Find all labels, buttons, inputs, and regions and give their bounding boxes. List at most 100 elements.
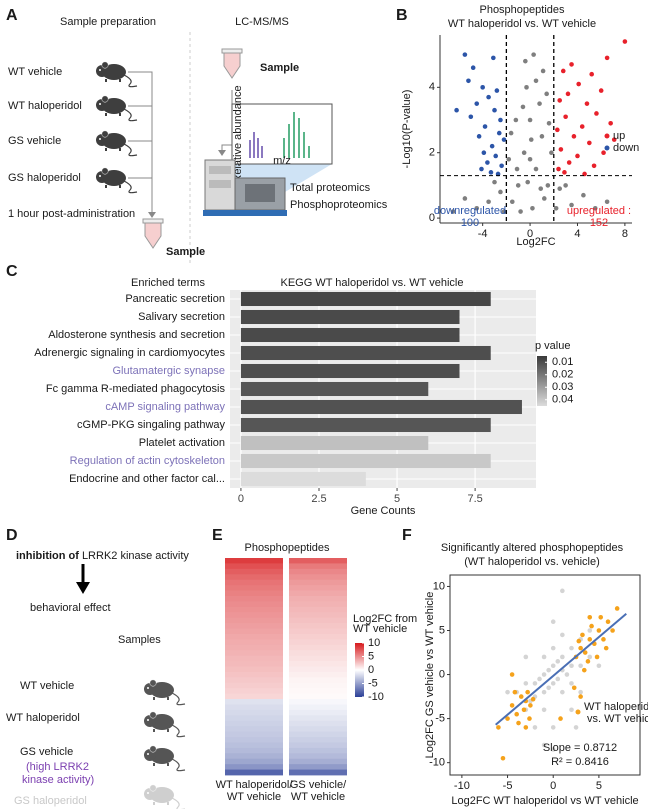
column-label: WT vehicle [291, 791, 345, 803]
point [516, 720, 521, 726]
point [509, 703, 515, 708]
point [528, 703, 533, 708]
column-label: GS vehicle/ [290, 779, 347, 791]
point [594, 111, 599, 116]
mouse-icon [96, 130, 138, 157]
heatmap-cell [225, 595, 283, 602]
heatmap-cell [225, 688, 283, 695]
point [569, 645, 574, 651]
mouse-ear [149, 745, 157, 753]
point [525, 689, 530, 695]
mouse-eye [147, 687, 149, 689]
mouse-eye [147, 792, 149, 794]
group-label: WT vehicle [8, 66, 62, 78]
point [533, 166, 539, 172]
panel-label: A [6, 7, 18, 24]
point [462, 52, 468, 57]
category-label: Adrenergic signaling in cardiomyocytes [34, 347, 225, 359]
point [508, 130, 514, 136]
legend-line: WT haloperidol [584, 701, 648, 713]
mouse-body [150, 787, 174, 803]
category-label: Platelet activation [139, 437, 225, 449]
effect-text: behavioral effect [30, 602, 111, 614]
chart-title: KEGG WT haloperidol vs. WT vehicle [281, 277, 464, 289]
heatmap-cell [225, 764, 283, 770]
group-note: kinase activity) [22, 774, 94, 786]
x-tick-label: 0 [550, 780, 556, 792]
point [546, 667, 551, 673]
group-label: WT vehicle [20, 680, 74, 692]
point [560, 654, 565, 660]
category-label: Fc gamma R-mediated phagocytosis [46, 383, 226, 395]
y-tick-label: 0 [429, 212, 435, 224]
arrowhead [76, 582, 90, 594]
x-axis-label: Log2FC WT haloperidol vs WT vehicle [451, 795, 638, 807]
point [560, 68, 566, 74]
mouse-ear [101, 61, 109, 69]
point [493, 153, 499, 159]
heading: LC-MS/MS [235, 16, 289, 28]
mouse-icon [144, 679, 186, 706]
point [596, 663, 602, 669]
legend-label: down [613, 142, 639, 154]
point [578, 645, 583, 651]
x-tick-label: 8 [622, 228, 628, 240]
point [558, 716, 563, 721]
heatmap-cell [225, 671, 283, 678]
heatmap-cell [289, 563, 347, 570]
point [557, 186, 563, 191]
point [573, 725, 579, 730]
column-label: WT haloperidol/ [216, 779, 294, 791]
heatmap-cell [289, 595, 347, 602]
mouse-icon [144, 711, 186, 738]
heatmap-cell [225, 699, 283, 705]
x-tick-label: 0 [527, 228, 533, 240]
chart-title: Phosphopeptides [479, 4, 565, 16]
point [562, 170, 567, 175]
mouse-body [102, 170, 126, 186]
heatmap-cell [289, 623, 347, 629]
point [614, 606, 620, 611]
point [575, 153, 580, 159]
legend-line: vs. WT vehicle [584, 713, 648, 725]
point [569, 707, 574, 713]
mouse-body [150, 714, 174, 730]
heatmap-cell [225, 558, 283, 564]
colorbar-label: 10 [368, 637, 380, 649]
point [550, 747, 556, 752]
point [569, 202, 574, 208]
bar [240, 309, 460, 325]
bar [240, 453, 491, 469]
heatmap-cell [225, 644, 283, 651]
bar [240, 417, 491, 433]
point [530, 696, 536, 702]
colorbar-label: 0.02 [552, 369, 573, 381]
mouse-icon [96, 167, 138, 194]
point [587, 628, 593, 633]
bar [240, 471, 366, 487]
heatmap-cell [225, 731, 283, 738]
annotation: downregulated [434, 205, 506, 217]
x-tick-label: 5 [394, 493, 400, 505]
tube-icon [142, 48, 243, 249]
heatmap-cell [289, 688, 347, 695]
heatmap-cell [289, 661, 347, 667]
heatmap-cell [225, 579, 283, 586]
y-tick-label: 0 [439, 668, 445, 680]
category-label: Regulation of actin cytoskeleton [70, 455, 225, 467]
point [489, 143, 495, 149]
point [499, 163, 504, 169]
category-label: Endocrine and other factor cal... [69, 473, 225, 485]
panel-label: E [212, 527, 223, 544]
point [608, 120, 613, 126]
heatmap-cell [289, 764, 347, 770]
inhibition-text: inhibition of LRRK2 kinase activity [16, 550, 189, 562]
point [474, 101, 480, 106]
sample-label: Sample [260, 62, 299, 74]
point [580, 632, 585, 638]
point [491, 55, 496, 61]
group-label: WT haloperidol [8, 100, 82, 112]
heatmap-cell [289, 574, 347, 581]
point [523, 654, 529, 660]
point [557, 98, 563, 103]
